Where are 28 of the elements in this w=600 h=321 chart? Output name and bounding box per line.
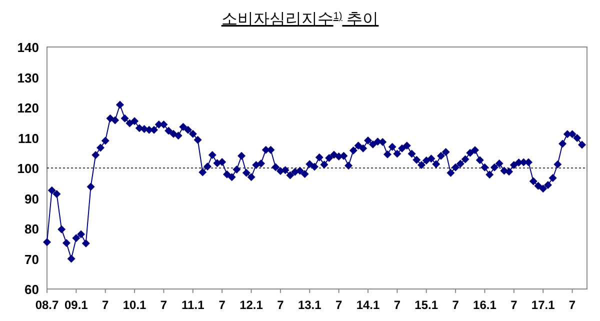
x-tick-label: 7 (160, 298, 168, 312)
x-tick-label: 14.1 (356, 298, 380, 312)
y-tick-label: 130 (17, 70, 39, 86)
x-tick-label: 09.1 (64, 298, 88, 312)
y-tick-label: 140 (17, 40, 39, 55)
x-tick-label: 15.1 (414, 298, 438, 312)
y-tick-label: 70 (24, 252, 39, 267)
x-tick-label: 17.1 (531, 298, 556, 312)
x-tick-label: 12.1 (240, 298, 264, 312)
x-tick-label: 7 (277, 298, 284, 312)
y-tick-label: 90 (24, 191, 39, 206)
x-tick-label: 7 (335, 298, 342, 312)
x-tick-label: 7 (510, 298, 518, 312)
y-tick-label: 110 (18, 130, 39, 146)
y-tick-label: 80 (24, 222, 39, 236)
x-tick-label: 7 (568, 298, 576, 312)
x-tick-label: 7 (218, 298, 226, 312)
x-tick-label: 11.1 (182, 298, 205, 312)
x-tick-label: 08.7 (35, 298, 59, 312)
x-tick-label: 10.1 (122, 298, 147, 312)
y-tick-label: 120 (17, 100, 39, 116)
x-tick-label: 16.1 (473, 298, 497, 312)
y-tick-label: 100 (17, 161, 39, 176)
x-tick-label: 7 (394, 298, 401, 312)
y-tick-label: 60 (24, 282, 39, 297)
x-tick-label: 7 (452, 298, 460, 312)
x-tick-label: 13.1 (298, 298, 322, 312)
x-tick-label: 7 (102, 298, 110, 312)
